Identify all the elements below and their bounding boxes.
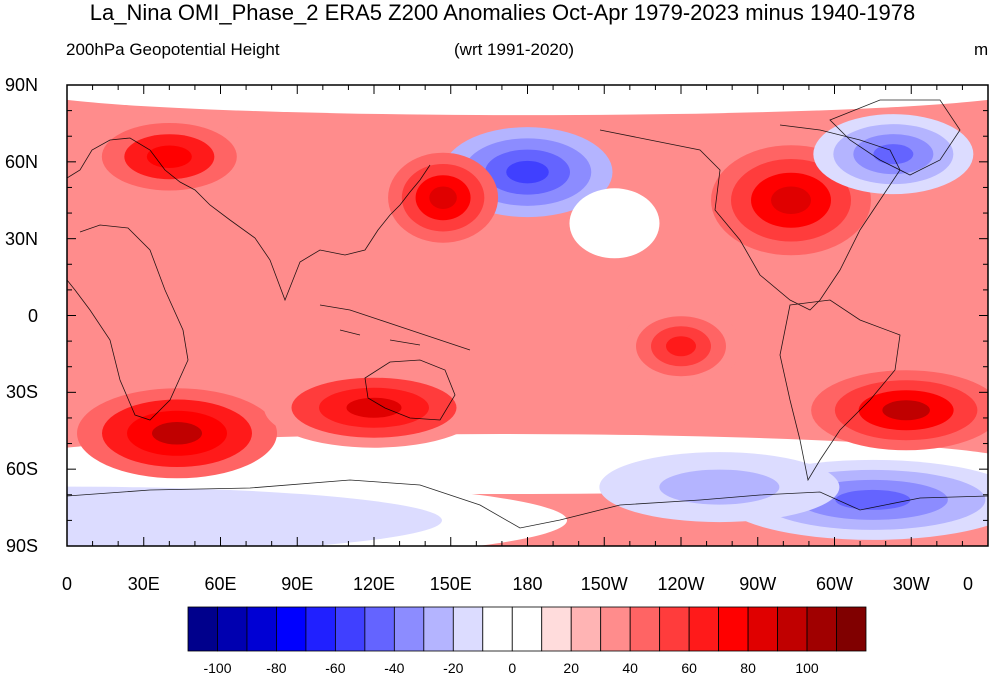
colorbar-label: 40 xyxy=(622,660,638,676)
coastline-north-america xyxy=(599,124,901,311)
lon-tick-label: 90W xyxy=(739,574,777,594)
colorbar-swatch xyxy=(659,606,690,652)
lat-tick-label: 0 xyxy=(27,305,38,326)
colorbar xyxy=(187,606,867,652)
coastline-greenland xyxy=(829,99,961,176)
colorbar-label: -20 xyxy=(443,660,464,676)
colorbar-label: -80 xyxy=(266,660,287,676)
lon-tick-label: 150W xyxy=(580,574,628,594)
colorbar-swatch xyxy=(541,606,572,652)
colorbar-swatch xyxy=(600,606,631,652)
lat-tick-label: 30S xyxy=(5,382,38,403)
colorbar-swatch xyxy=(836,606,867,652)
lon-tick-label: 90E xyxy=(281,574,314,594)
anomaly-contour xyxy=(146,145,192,168)
lon-tick-label: 180 xyxy=(512,574,543,594)
colorbar-swatch xyxy=(777,606,808,652)
colorbar-swatch xyxy=(364,606,395,652)
colorbar-label: -60 xyxy=(325,660,346,676)
colorbar-label: -100 xyxy=(203,660,232,676)
anomaly-contour xyxy=(603,214,626,233)
colorbar-label: -40 xyxy=(384,660,405,676)
anomaly-contour xyxy=(67,509,192,532)
colorbar-label: 100 xyxy=(795,660,819,676)
coastline-antarctica xyxy=(67,479,988,529)
colorbar-swatch xyxy=(511,606,543,652)
colorbar-swatch xyxy=(334,606,366,652)
colorbar-swatch xyxy=(393,606,425,652)
lat-tick-label: 90S xyxy=(5,536,38,556)
colorbar-swatch xyxy=(718,606,749,652)
anomaly-contour xyxy=(882,400,930,421)
lon-tick-label: 60W xyxy=(815,574,853,594)
coastline-maritime xyxy=(319,304,471,351)
lat-tick-label: 30N xyxy=(4,228,38,249)
colorbar-swatch xyxy=(423,606,454,652)
units-label: m xyxy=(974,40,989,59)
colorbar-label: 60 xyxy=(681,660,697,676)
anomaly-contour xyxy=(689,478,750,496)
lon-tick-label: 150E xyxy=(429,574,472,594)
lon-tick-label: 120E xyxy=(352,574,396,594)
anomaly-contour xyxy=(346,397,402,418)
reference-period-label: (wrt 1991-2020) xyxy=(454,40,575,59)
lat-tick-label: 60N xyxy=(4,151,38,172)
colorbar-swatch xyxy=(570,606,602,652)
anomaly-contour xyxy=(835,489,911,510)
colorbar-swatch xyxy=(806,606,837,652)
lon-tick-label: 60E xyxy=(204,574,237,594)
coastline-australia xyxy=(364,359,456,421)
colorbar-swatch xyxy=(246,606,277,652)
anomaly-contour xyxy=(506,160,549,184)
anomaly-contour xyxy=(771,186,812,214)
lat-tick-label: 60S xyxy=(5,459,38,480)
coastline-africa xyxy=(67,224,189,421)
chart-title: La_Nina OMI_Phase_2 ERA5 Z200 Anomalies … xyxy=(89,0,916,25)
anomaly-contour xyxy=(371,456,632,472)
colorbar-swatch xyxy=(452,606,484,652)
lon-tick-label: 30E xyxy=(127,574,160,594)
colorbar-swatch xyxy=(688,606,720,652)
colorbar-swatch xyxy=(276,606,307,652)
lon-tick-label: 0 xyxy=(61,574,72,594)
anomaly-contour xyxy=(873,144,914,165)
colorbar-label: 20 xyxy=(563,660,579,676)
variable-label: 200hPa Geopotential Height xyxy=(66,40,280,59)
lat-tick-label: 90N xyxy=(4,75,38,95)
lon-tick-label: 120W xyxy=(657,574,705,594)
coastline-south-america xyxy=(779,299,901,482)
colorbar-swatch xyxy=(747,606,778,652)
anomaly-contour xyxy=(152,422,203,445)
colorbar-swatch xyxy=(217,606,248,652)
colorbar-label: 0 xyxy=(508,660,517,676)
colorbar-swatch xyxy=(482,606,513,652)
colorbar-swatch xyxy=(187,606,218,652)
colorbar-swatch xyxy=(305,606,336,652)
anomaly-contour xyxy=(666,336,696,357)
lon-tick-label: 30W xyxy=(892,574,930,594)
colorbar-swatch xyxy=(629,606,661,652)
lon-tick-label: 0 xyxy=(962,574,973,594)
colorbar-label: 80 xyxy=(740,660,756,676)
coastline-europe xyxy=(67,137,431,302)
anomaly-contour xyxy=(429,186,457,209)
